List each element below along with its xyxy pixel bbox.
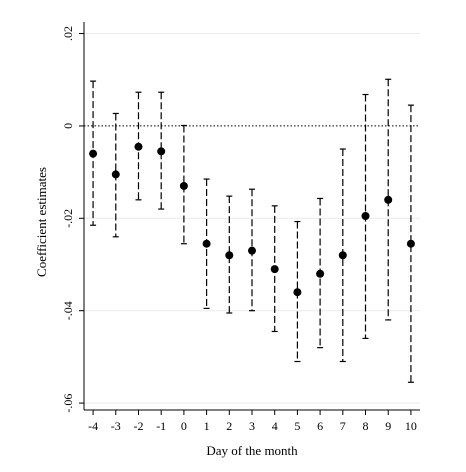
y-tick-label: -.06: [61, 394, 75, 413]
x-tick-label: 7: [340, 419, 346, 433]
x-tick-label: 2: [226, 419, 232, 433]
x-tick-label: 4: [272, 419, 278, 433]
point-estimate: [89, 149, 98, 158]
point-estimate: [248, 246, 256, 255]
x-tick-label: 8: [363, 419, 369, 433]
axis-layer: [79, 22, 420, 415]
x-tick-label: 9: [385, 419, 391, 433]
point-estimate: [202, 239, 211, 248]
grid-layer: [84, 33, 420, 404]
x-tick-label: 6: [317, 419, 323, 433]
point-estimate: [316, 269, 325, 278]
point-estimate: [111, 170, 120, 179]
point-estimate-layer: [89, 142, 415, 297]
y-tick-label: -.02: [61, 209, 75, 228]
point-estimate: [270, 265, 279, 274]
y-tick-label: -.04: [61, 301, 75, 320]
point-estimate: [157, 147, 166, 156]
point-estimate: [406, 239, 415, 248]
y-tick-label: .02: [61, 26, 75, 41]
x-tick-label: 0: [181, 419, 187, 433]
x-tick-label: 10: [405, 419, 417, 433]
x-tick-label: -2: [133, 419, 143, 433]
point-estimate: [179, 181, 188, 190]
point-estimate: [384, 195, 393, 204]
confidence-interval-layer: [90, 78, 414, 383]
point-estimate: [134, 142, 143, 151]
point-estimate: [361, 212, 370, 220]
x-axis-title: Day of the month: [206, 443, 298, 458]
x-tick-label: -3: [111, 419, 121, 433]
point-estimate: [293, 288, 302, 297]
x-tick-label: -4: [88, 419, 98, 433]
x-tick-label: 3: [249, 419, 255, 433]
x-tick-label: 5: [294, 419, 300, 433]
y-tick-label: 0: [61, 123, 75, 129]
point-estimate: [225, 251, 234, 260]
y-axis-title: Coefficient estimates: [34, 167, 49, 277]
x-tick-label: 1: [204, 419, 210, 433]
x-tick-label: -1: [156, 419, 166, 433]
tick-label-layer: -.06 -.04 -.02 0 .02 -4 -3 -2 -1 0 1 2 3 4 5 6 7 8 9 10: [61, 26, 417, 433]
point-estimate: [338, 251, 347, 260]
